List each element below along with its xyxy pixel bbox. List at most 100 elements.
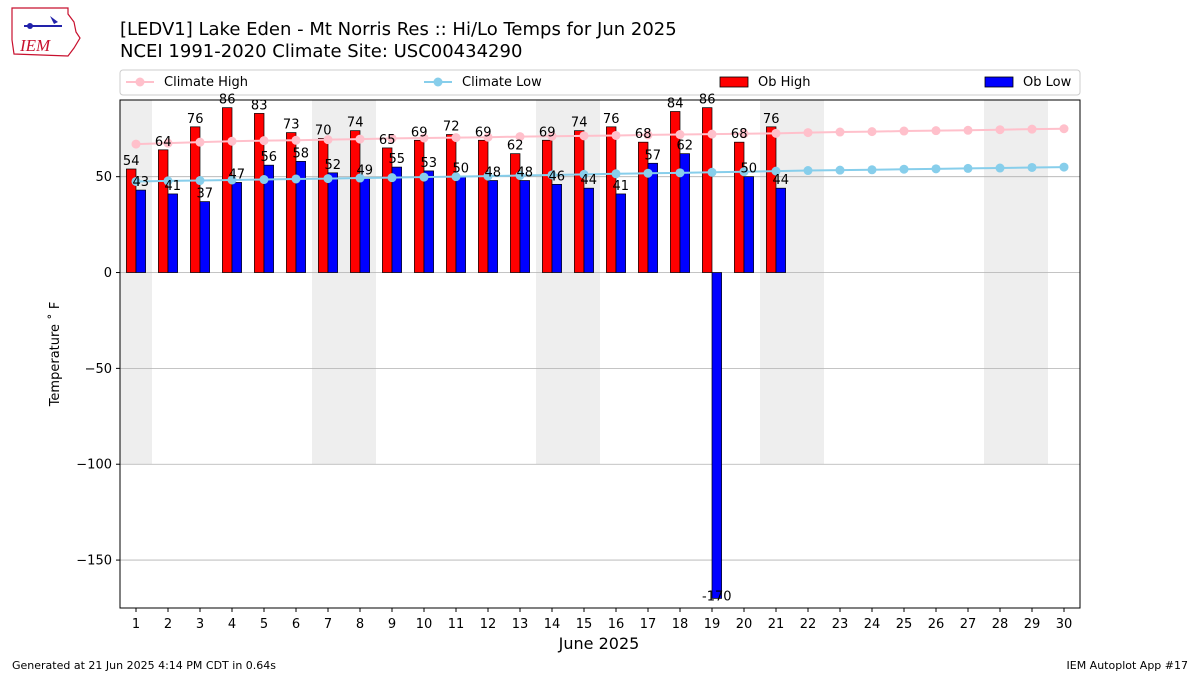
ob-low-bar-label: 46 bbox=[549, 169, 566, 184]
x-tick-label: 4 bbox=[228, 617, 236, 632]
y-tick-label: 0 bbox=[104, 266, 112, 281]
climate-high-point bbox=[259, 136, 269, 146]
climate-high-point bbox=[451, 133, 461, 143]
ob-high-bar-label: 64 bbox=[155, 135, 172, 150]
ob-high-bar-label: 68 bbox=[731, 127, 748, 142]
climate-high-point bbox=[419, 133, 429, 143]
climate-high-point bbox=[291, 135, 301, 145]
footer-app: IEM Autoplot App #17 bbox=[1066, 659, 1189, 672]
ob-high-bar bbox=[190, 126, 201, 273]
climate-low-point bbox=[355, 173, 365, 183]
x-tick-label: 12 bbox=[480, 617, 497, 632]
climate-high-point bbox=[739, 129, 749, 139]
x-tick-label: 20 bbox=[736, 617, 753, 632]
y-tick-label: −50 bbox=[85, 362, 112, 377]
climate-low-line bbox=[135, 166, 1065, 183]
chart-subtitle: NCEI 1991-2020 Climate Site: USC00434290 bbox=[120, 41, 522, 62]
legend-box bbox=[119, 69, 1081, 96]
ob-low-bar-label: 49 bbox=[357, 164, 374, 179]
ob-low-bar bbox=[359, 178, 370, 273]
x-axis-label: June 2025 bbox=[558, 634, 640, 653]
logo-flag bbox=[50, 16, 58, 24]
ob-low-bar bbox=[423, 170, 434, 273]
logo-text: IEM bbox=[19, 36, 51, 55]
logo-state-outline bbox=[11, 7, 81, 57]
ob-high-bar-label: 72 bbox=[443, 120, 460, 135]
ob-low-bar bbox=[199, 201, 210, 273]
legend-climate-high-marker bbox=[135, 77, 145, 87]
ob-low-bar-label: 47 bbox=[229, 167, 246, 182]
ob-low-bar bbox=[647, 162, 658, 273]
ob-high-bar-label: 65 bbox=[379, 133, 396, 148]
legend-ob-low-swatch bbox=[984, 76, 1014, 88]
ob-low-bar bbox=[263, 164, 274, 273]
ob-low-bar-label: 56 bbox=[261, 150, 278, 165]
x-tick-label: 25 bbox=[896, 617, 913, 632]
climate-low-point bbox=[867, 165, 877, 175]
climate-high-point bbox=[131, 139, 141, 149]
ob-high-bar-label: 68 bbox=[635, 127, 652, 142]
ob-high-bar-label: 73 bbox=[283, 118, 300, 133]
x-tick-label: 7 bbox=[324, 617, 332, 632]
x-tick-label: 21 bbox=[768, 617, 785, 632]
ob-low-bar bbox=[743, 176, 754, 273]
legend-climate-low-marker bbox=[433, 77, 443, 87]
x-tick-label: 6 bbox=[292, 617, 300, 632]
climate-low-point bbox=[387, 173, 397, 183]
weekend-band bbox=[1016, 100, 1048, 465]
climate-low-point bbox=[707, 167, 717, 177]
climate-high-point bbox=[707, 129, 717, 139]
climate-high-point bbox=[771, 128, 781, 138]
x-tick-label: 8 bbox=[356, 617, 364, 632]
climate-high-point bbox=[995, 125, 1005, 135]
climate-low-point bbox=[323, 174, 333, 184]
x-tick-label: 28 bbox=[992, 617, 1009, 632]
ob-low-bar-label: 41 bbox=[613, 179, 630, 194]
climate-high-point bbox=[931, 126, 941, 136]
climate-high-point bbox=[387, 133, 397, 143]
ob-low-bar bbox=[711, 272, 722, 599]
climate-low-point bbox=[451, 172, 461, 182]
climate-low-point bbox=[163, 176, 173, 186]
bars-group bbox=[126, 107, 786, 599]
ob-low-bar bbox=[583, 187, 594, 273]
x-tick-label: 3 bbox=[196, 617, 204, 632]
climate-low-point bbox=[419, 172, 429, 182]
ob-low-bar bbox=[679, 153, 690, 273]
weekend-band bbox=[984, 100, 1016, 465]
climate-high-point bbox=[355, 134, 365, 144]
climate-lines bbox=[131, 124, 1069, 186]
ob-low-bar bbox=[295, 160, 306, 273]
legend-ob-high-label: Ob High bbox=[758, 75, 811, 90]
ob-low-bar-label: 55 bbox=[389, 152, 406, 167]
ob-low-bar-label: -170 bbox=[702, 589, 732, 604]
ob-high-bar-label: 83 bbox=[251, 98, 268, 113]
x-tick-label: 23 bbox=[832, 617, 849, 632]
ob-high-bar-label: 76 bbox=[187, 112, 204, 127]
x-tick-label: 17 bbox=[640, 617, 657, 632]
legend-ob-high-swatch bbox=[719, 76, 749, 88]
climate-low-point bbox=[835, 165, 845, 175]
climate-high-point bbox=[1059, 124, 1069, 134]
climate-low-point bbox=[675, 168, 685, 178]
ob-high-bar bbox=[222, 107, 233, 273]
ob-low-bar-label: 44 bbox=[773, 173, 790, 188]
chart-title: [LEDV1] Lake Eden - Mt Norris Res :: Hi/… bbox=[120, 19, 677, 40]
ob-low-bar-label: 50 bbox=[453, 162, 470, 177]
ob-high-bar bbox=[574, 130, 585, 273]
y-tick-label: −150 bbox=[76, 554, 112, 569]
ob-high-bar bbox=[542, 139, 553, 273]
ob-low-bar bbox=[487, 180, 498, 273]
ob-low-bar-label: 52 bbox=[325, 158, 342, 173]
ob-low-bar bbox=[519, 180, 530, 273]
x-tick-label: 15 bbox=[576, 617, 593, 632]
x-tick-label: 19 bbox=[704, 617, 721, 632]
weekend-band bbox=[120, 100, 152, 465]
ob-high-bar-label: 84 bbox=[667, 97, 684, 112]
ob-low-bar bbox=[775, 187, 786, 273]
ob-low-bar-label: 48 bbox=[485, 166, 502, 181]
climate-low-point bbox=[259, 175, 269, 185]
climate-low-point bbox=[899, 164, 909, 174]
climate-low-point bbox=[643, 168, 653, 178]
ob-low-bar bbox=[327, 172, 338, 273]
